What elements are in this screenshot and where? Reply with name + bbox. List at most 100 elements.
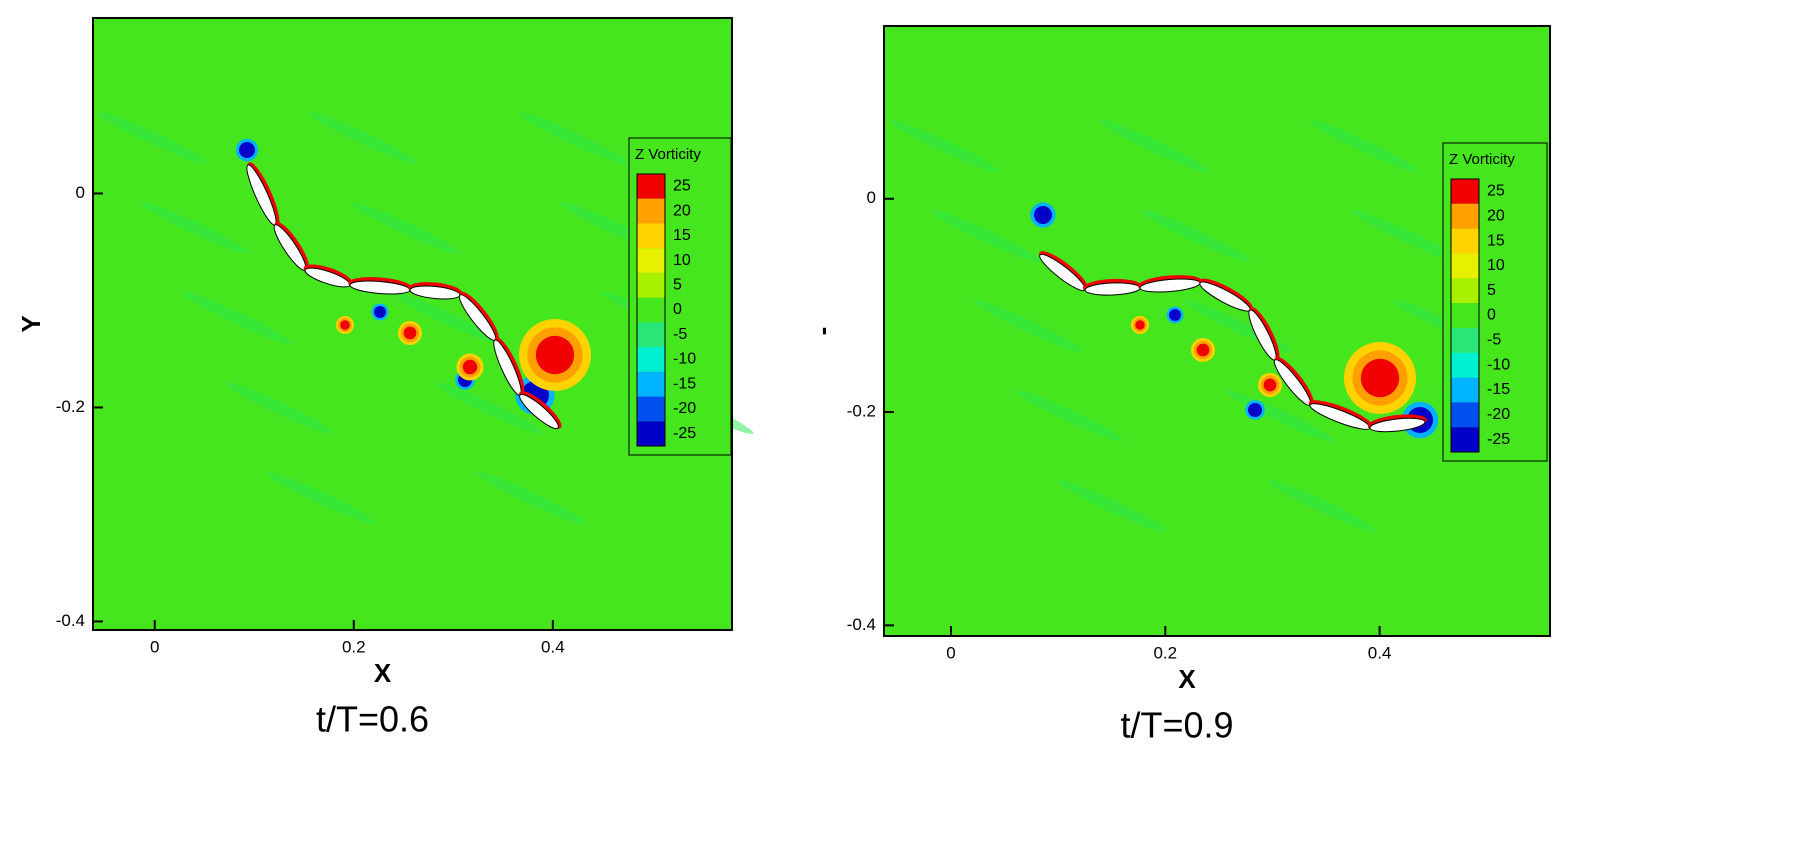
legend-swatch bbox=[637, 421, 665, 446]
y-tick-label: -0.2 bbox=[847, 402, 876, 421]
legend-label: -25 bbox=[1487, 431, 1510, 448]
field-streak bbox=[140, 202, 250, 254]
panel: 0 0.2 0.4 0 -0.2 -0.4 X Yt/T=0.6 Z Vorticity 25 20… bbox=[16, 17, 754, 740]
field-streak bbox=[98, 112, 208, 164]
field-streak bbox=[518, 112, 628, 164]
field-streak bbox=[392, 292, 502, 344]
vortex-positive-core bbox=[1263, 378, 1277, 392]
legend-swatch bbox=[637, 347, 665, 372]
legend-label: -10 bbox=[1487, 356, 1510, 373]
y-axis-label: Y bbox=[16, 315, 46, 332]
field-streak bbox=[1141, 210, 1251, 262]
vortex-positive-core bbox=[462, 359, 478, 375]
vortex-positive-core bbox=[1196, 343, 1210, 357]
panel-title: t/T=0.6 bbox=[316, 699, 429, 740]
y-tick-label: -0.4 bbox=[56, 611, 85, 630]
legend-swatch bbox=[637, 248, 665, 273]
panel: 0 0.2 0.4 0 -0.2 -0.4 X - t/T=0.9 Z Vorticity 25 20… bbox=[807, 25, 1551, 746]
body-segment bbox=[519, 393, 559, 430]
vortex-positive-core bbox=[1135, 320, 1145, 330]
field-streak bbox=[1267, 480, 1377, 532]
legend-swatch bbox=[1451, 327, 1479, 353]
axes-frame bbox=[883, 25, 1551, 637]
field-streak bbox=[973, 300, 1083, 352]
y-tick-label: 0 bbox=[76, 183, 85, 202]
legend-label: 20 bbox=[673, 202, 691, 219]
legend-label: 5 bbox=[673, 276, 682, 293]
x-tick-label: 0.4 bbox=[541, 637, 565, 656]
axes-frame bbox=[92, 17, 733, 631]
vortex-negative-core bbox=[374, 306, 386, 318]
legend-swatch bbox=[637, 223, 665, 249]
legend-title: Z Vorticity bbox=[1449, 151, 1515, 168]
legend-swatch bbox=[1451, 303, 1479, 328]
x-tick-label: 0 bbox=[150, 637, 159, 656]
legend-label: -10 bbox=[673, 351, 696, 368]
legend-swatch bbox=[1451, 402, 1479, 428]
legend-swatch bbox=[637, 371, 665, 397]
legend-swatch bbox=[1451, 377, 1479, 403]
legend-swatch bbox=[1451, 278, 1479, 304]
legend-swatch bbox=[637, 272, 665, 298]
field-streak bbox=[476, 472, 586, 524]
vortex-positive-core bbox=[1360, 358, 1400, 398]
x-tick-label: 0.2 bbox=[1153, 643, 1177, 662]
x-tick-label: 0.4 bbox=[1368, 643, 1392, 662]
legend-swatch bbox=[1451, 203, 1479, 229]
legend-label: 0 bbox=[673, 301, 682, 318]
legend-label: -15 bbox=[673, 375, 696, 392]
x-axis-label: X bbox=[374, 658, 392, 688]
legend-label: -5 bbox=[1487, 332, 1501, 349]
legend-label: -20 bbox=[1487, 406, 1510, 423]
legend-swatch bbox=[637, 198, 665, 224]
field-streak bbox=[434, 382, 544, 434]
legend-swatch bbox=[637, 174, 665, 199]
vortex-negative-core bbox=[1248, 403, 1262, 417]
legend-swatch bbox=[1451, 253, 1479, 279]
legend-swatch bbox=[1451, 179, 1479, 204]
legend-swatch bbox=[1451, 228, 1479, 254]
legend-swatch bbox=[1451, 427, 1479, 452]
y-tick-label: -0.4 bbox=[847, 615, 876, 634]
legend-swatch bbox=[637, 396, 665, 422]
vortex-negative-core bbox=[1034, 206, 1052, 224]
field-streak bbox=[1309, 120, 1419, 172]
y-tick-label: 0 bbox=[867, 188, 876, 207]
legend-label: -5 bbox=[673, 326, 687, 343]
vortex-negative-core bbox=[1169, 309, 1181, 321]
legend-label: 20 bbox=[1487, 207, 1505, 224]
legend-label: 10 bbox=[1487, 257, 1505, 274]
x-axis-label: X bbox=[1178, 664, 1196, 694]
x-tick-label: 0.2 bbox=[342, 637, 366, 656]
panel-title: t/T=0.9 bbox=[1120, 705, 1233, 746]
legend-title: Z Vorticity bbox=[635, 146, 701, 163]
legend-label: -20 bbox=[673, 400, 696, 417]
field-streak bbox=[350, 202, 460, 254]
legend-label: -15 bbox=[1487, 381, 1510, 398]
field-streak bbox=[266, 472, 376, 524]
y-axis-label: - bbox=[807, 327, 837, 336]
field-background bbox=[884, 26, 1550, 636]
legend-swatch bbox=[637, 297, 665, 323]
field-streak bbox=[1099, 120, 1209, 172]
field-streak bbox=[182, 292, 292, 344]
legend-swatch bbox=[1451, 352, 1479, 378]
field-streak bbox=[224, 382, 334, 434]
field-streak bbox=[889, 120, 999, 172]
legend-bar-frame bbox=[1450, 178, 1480, 453]
x-tick-label: 0 bbox=[946, 643, 955, 662]
field-streak bbox=[931, 210, 1041, 262]
field-streak bbox=[1351, 210, 1461, 262]
field-streak bbox=[308, 112, 418, 164]
legend-label: 15 bbox=[1487, 232, 1505, 249]
legend-label: -25 bbox=[673, 425, 696, 442]
legend-label: 10 bbox=[673, 252, 691, 269]
field-streak bbox=[1015, 390, 1125, 442]
legend-bar-frame bbox=[636, 173, 666, 447]
legend-label: 5 bbox=[1487, 282, 1496, 299]
y-tick-label: -0.2 bbox=[56, 397, 85, 416]
legend-label: 15 bbox=[673, 227, 691, 244]
vortex-positive-core bbox=[403, 326, 417, 340]
field-streak bbox=[1057, 480, 1167, 532]
